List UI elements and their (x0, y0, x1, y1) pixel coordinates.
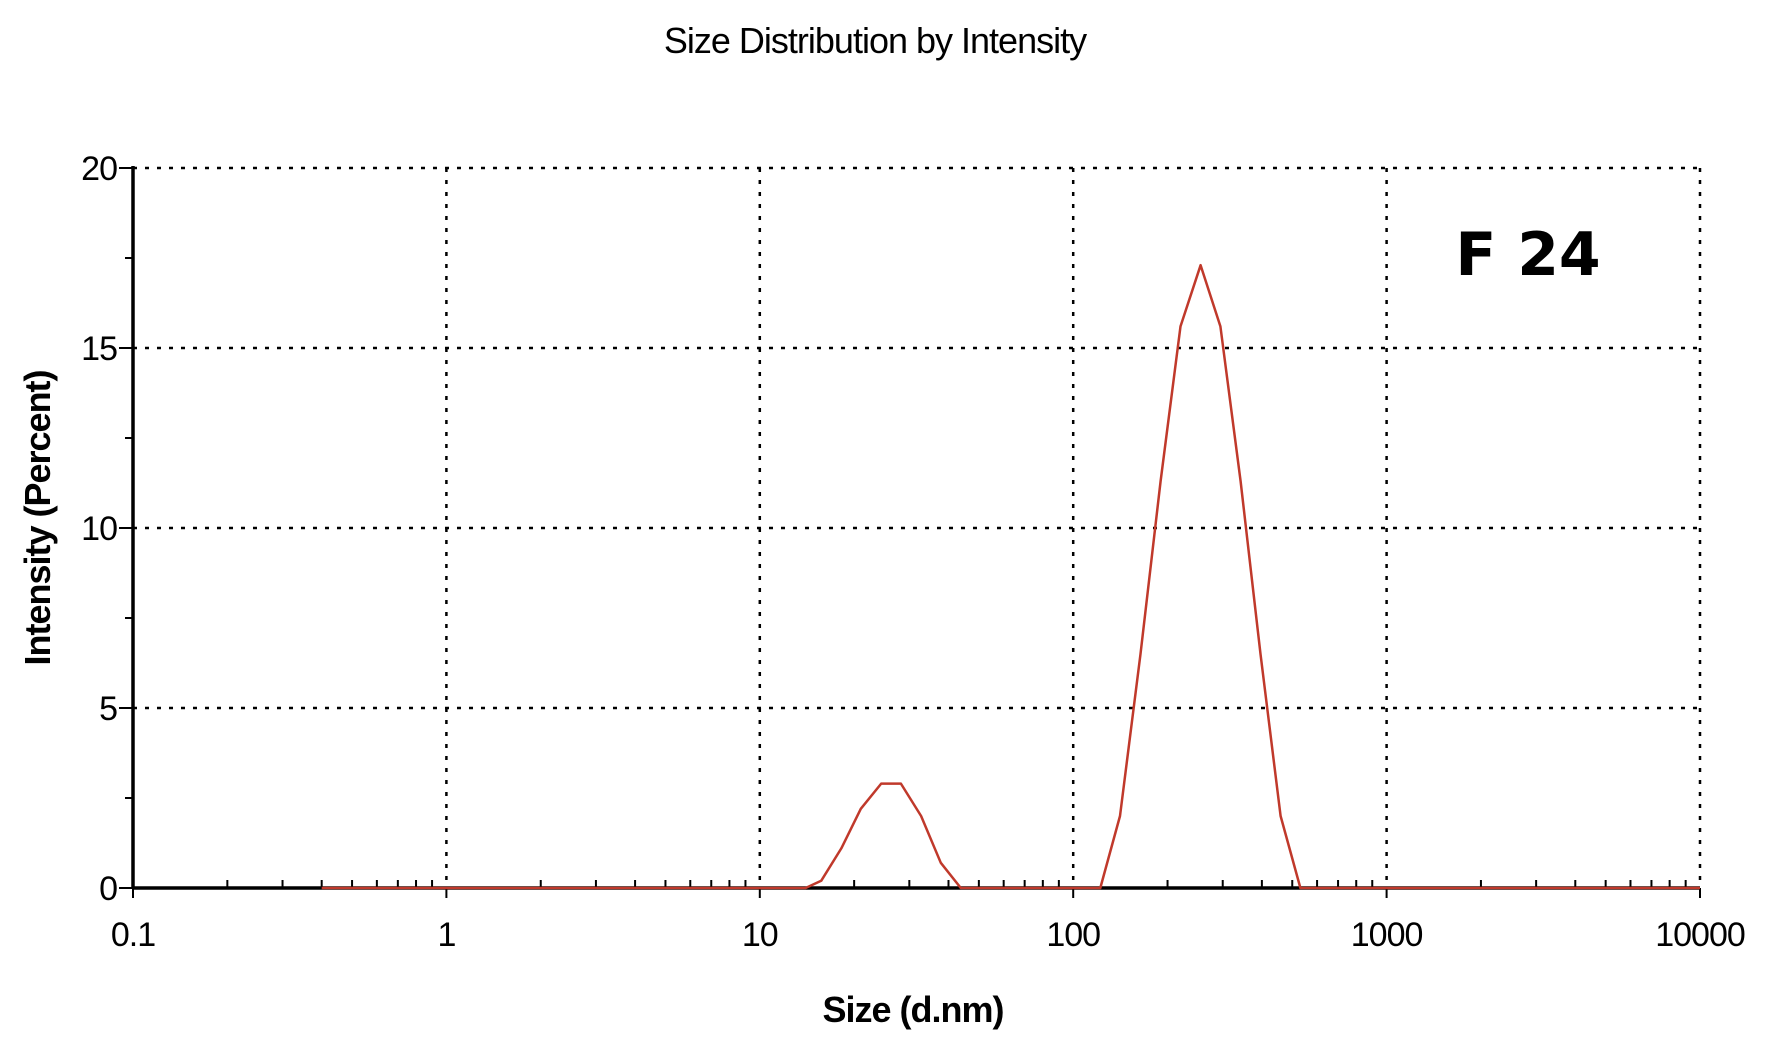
x-tick-label: 100 (1046, 916, 1100, 954)
series-layer (321, 263, 1700, 890)
y-axis-label: Intensity (Percent) (17, 370, 58, 665)
y-tick-label: 20 (81, 150, 117, 188)
y-tick-label: 5 (99, 690, 117, 728)
x-tick-labels: 0.1 1 10 100 1000 10000 (111, 916, 1746, 954)
y-tick-label: 15 (81, 330, 117, 368)
x-tick-label: 0.1 (111, 916, 155, 954)
chart-title: Size Distribution by Intensity (664, 20, 1087, 61)
y-tick-label: 10 (81, 510, 117, 548)
series-line (321, 263, 1700, 890)
y-tick-labels: 0 5 10 15 20 (81, 150, 118, 908)
minor-ticks (125, 167, 1687, 889)
x-tick-label: 1000 (1351, 916, 1423, 954)
sample-annotation: F 24 (1455, 220, 1600, 290)
x-axis-label: Size (d.nm) (822, 989, 1003, 1030)
x-tick-label: 10000 (1655, 916, 1745, 954)
x-tick-label: 1 (437, 916, 455, 954)
y-tick-label: 0 (99, 870, 117, 908)
grid (133, 166, 1702, 888)
x-tick-label: 10 (742, 916, 778, 954)
